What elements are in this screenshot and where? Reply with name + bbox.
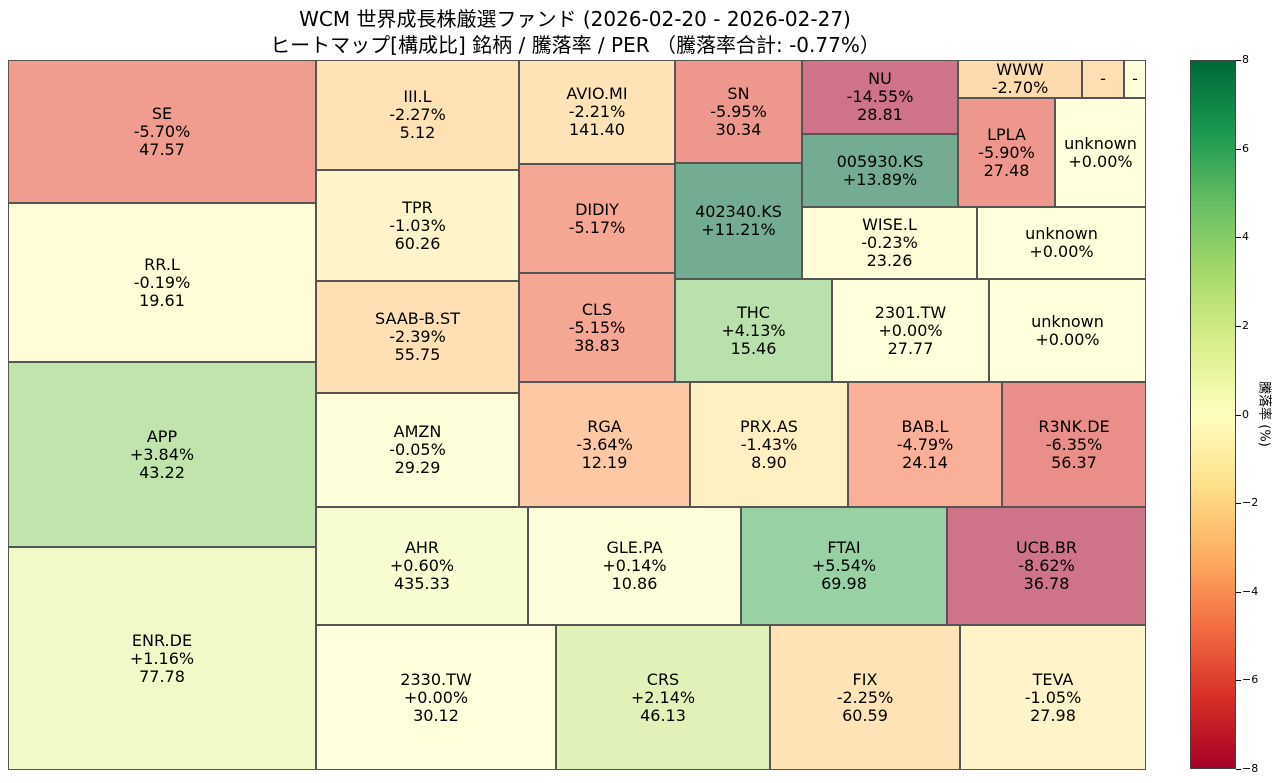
chart-subtitle: ヒートマップ[構成比] 銘柄 / 騰落率 / PER （騰落率合計: -0.77… [270, 33, 880, 57]
tile-label: NU -14.55% 28.81 [846, 69, 914, 124]
tile-label: FTAI +5.54% 69.98 [811, 538, 877, 593]
tile-ucb-br: UCB.BR -8.62% 36.78 [947, 507, 1146, 625]
tile-fix: FIX -2.25% 60.59 [770, 625, 960, 770]
tile-blank: - [1082, 60, 1124, 98]
tile-tpr: TPR -1.03% 60.26 [316, 170, 519, 281]
tile-label: UCB.BR -8.62% 36.78 [1015, 538, 1078, 593]
tile-2301-tw: 2301.TW +0.00% 27.77 [832, 279, 989, 382]
tile-label: 2330.TW +0.00% 30.12 [400, 669, 472, 725]
tile-2330-tw: 2330.TW +0.00% 30.12 [316, 625, 556, 770]
tile-www: WWW -2.70% [958, 60, 1082, 98]
tile-rga: RGA -3.64% 12.19 [519, 382, 690, 507]
tile-label: 005930.KS +13.89% [836, 151, 924, 189]
tile-rr-l: RR.L -0.19% 19.61 [8, 203, 316, 362]
tile-label: LPLA -5.90% 27.48 [978, 124, 1035, 180]
tile-label: APP +3.84% 43.22 [129, 426, 195, 482]
tile-label: SE -5.70% 47.57 [133, 103, 191, 159]
colorbar-tick [1236, 60, 1241, 61]
chart-title: WCM 世界成長株厳選ファンド (2026-02-20 - 2026-02-27… [299, 7, 851, 31]
tile-label: unknown +0.00% [1025, 224, 1098, 261]
colorbar-tick [1236, 591, 1241, 593]
tile-label: unknown +0.00% [1064, 133, 1137, 171]
tile-label: R3NK.DE -6.35% 56.37 [1038, 416, 1110, 472]
tile-label: WWW -2.70% [991, 60, 1049, 97]
tile-unknown: unknown +0.00% [1055, 98, 1146, 207]
colorbar-tick [1236, 148, 1241, 150]
tile-label: RR.L -0.19% 19.61 [133, 254, 191, 310]
tile-label: WISE.L -0.23% 23.26 [861, 215, 918, 270]
tile-label: TPR -1.03% 60.26 [389, 197, 446, 253]
tile-unknown: unknown +0.00% [989, 279, 1146, 382]
treemap: SE -5.70% 47.57 RR.L -0.19% 19.61 APP +3.8… [8, 60, 1146, 770]
tile-unknown: unknown +0.00% [977, 207, 1146, 279]
colorbar-tick-label: 8 [1242, 53, 1249, 66]
tile-label: AHR +0.60% 435.33 [389, 538, 455, 593]
colorbar-tick-label: 4 [1242, 230, 1249, 244]
tile-label: TEVA -1.05% 27.98 [1024, 669, 1082, 725]
colorbar-tick-label: 0 [1242, 407, 1249, 421]
tile-sn: SN -5.95% 30.34 [675, 60, 802, 163]
tile-label: PRX.AS -1.43% 8.90 [740, 416, 798, 472]
colorbar-tick-label: 2 [1242, 318, 1249, 332]
tile-label: - [1100, 69, 1106, 88]
tile-label: unknown +0.00% [1031, 311, 1104, 349]
colorbar-tick [1236, 680, 1241, 682]
colorbar-label: 騰落率 (%) [1256, 381, 1272, 447]
tile-005930-ks: 005930.KS +13.89% [802, 134, 958, 207]
tile-crs: CRS +2.14% 46.13 [556, 625, 770, 770]
tile-label: THC +4.13% 15.46 [721, 302, 786, 358]
tile-nu: NU -14.55% 28.81 [802, 60, 958, 134]
colorbar [1190, 60, 1236, 769]
tile-blank: - [1124, 60, 1146, 98]
tile-gle-pa: GLE.PA +0.14% 10.86 [528, 507, 741, 625]
tile-label: RGA -3.64% 12.19 [576, 416, 633, 472]
tile-r3nk-de: R3NK.DE -6.35% 56.37 [1002, 382, 1146, 507]
tile-iii-l: III.L -2.27% 5.12 [316, 60, 519, 170]
tile-amzn: AMZN -0.05% 29.29 [316, 393, 519, 507]
tile-teva: TEVA -1.05% 27.98 [960, 625, 1146, 770]
tile-label: CRS +2.14% 46.13 [630, 669, 696, 725]
tile-enr-de: ENR.DE +1.16% 77.78 [8, 547, 316, 770]
tile-label: CLS -5.15% 38.83 [568, 299, 626, 355]
colorbar-tick-label: 6 [1242, 141, 1249, 155]
tile-ftai: FTAI +5.54% 69.98 [741, 507, 947, 625]
tile-app: APP +3.84% 43.22 [8, 362, 316, 547]
tile-label: AVIO.MI -2.21% 141.40 [566, 84, 628, 139]
tile-402340-ks: 402340.KS +11.21% [675, 163, 802, 279]
colorbar-tick-label: −4 [1242, 584, 1259, 598]
colorbar-tick [1236, 325, 1241, 327]
colorbar-tick [1236, 414, 1241, 416]
tile-lpla: LPLA -5.90% 27.48 [958, 98, 1055, 207]
tile-prx-as: PRX.AS -1.43% 8.90 [690, 382, 848, 507]
tile-label: GLE.PA +0.14% 10.86 [602, 538, 667, 593]
colorbar-tick [1236, 769, 1241, 770]
colorbar-tick-label: −6 [1242, 673, 1259, 687]
tile-label: DIDIY -5.17% [568, 199, 626, 237]
tile-label: - [1132, 69, 1138, 88]
tile-didiy: DIDIY -5.17% [519, 164, 675, 273]
colorbar-tick-label: −2 [1242, 496, 1259, 510]
tile-label: BAB.L -4.79% 24.14 [896, 416, 954, 472]
tile-bab-l: BAB.L -4.79% 24.14 [848, 382, 1002, 507]
tile-se: SE -5.70% 47.57 [8, 60, 316, 203]
tile-label: FIX -2.25% 60.59 [836, 669, 894, 725]
colorbar-tick [1236, 503, 1241, 505]
tile-label: ENR.DE +1.16% 77.78 [129, 630, 195, 686]
colorbar-tick [1236, 237, 1241, 239]
tile-wise-l: WISE.L -0.23% 23.26 [802, 207, 977, 279]
colorbar-tick-label: −8 [1242, 762, 1259, 775]
tile-label: III.L -2.27% 5.12 [389, 87, 446, 142]
tile-saab-b-st: SAAB-B.ST -2.39% 55.75 [316, 281, 519, 393]
tile-ahr: AHR +0.60% 435.33 [316, 507, 528, 625]
tile-label: 2301.TW +0.00% 27.77 [874, 302, 947, 358]
tile-cls: CLS -5.15% 38.83 [519, 273, 675, 382]
tile-thc: THC +4.13% 15.46 [675, 279, 832, 382]
tile-avio-mi: AVIO.MI -2.21% 141.40 [519, 60, 675, 164]
tile-label: SN -5.95% 30.34 [710, 83, 767, 139]
tile-label: 402340.KS +11.21% [695, 202, 782, 239]
tile-label: AMZN -0.05% 29.29 [389, 422, 446, 477]
tile-label: SAAB-B.ST -2.39% 55.75 [375, 309, 460, 364]
